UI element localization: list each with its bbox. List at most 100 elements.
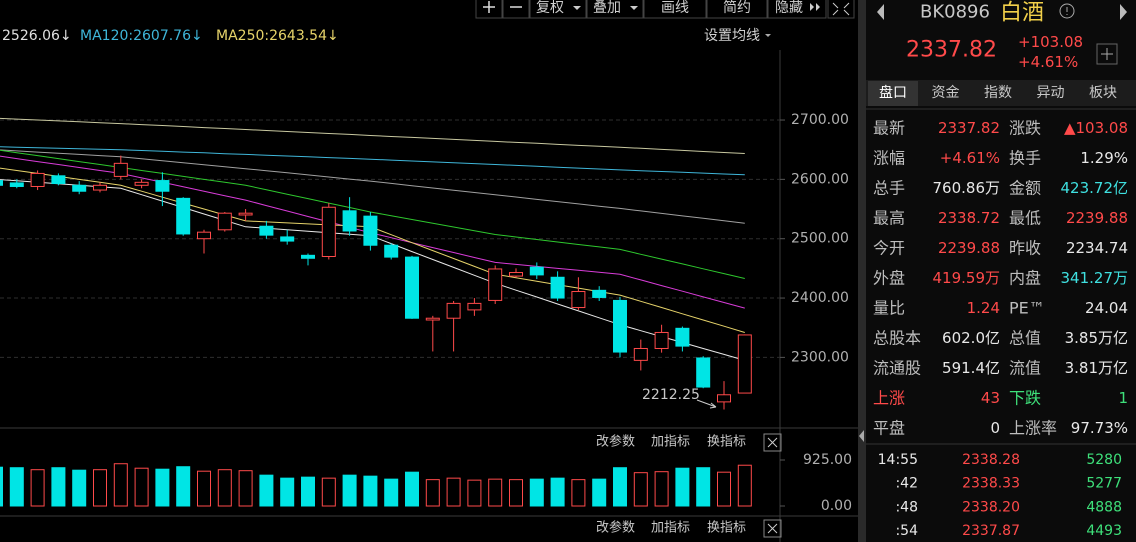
stat-label: 总股本 [873, 329, 921, 348]
volume-bar [529, 478, 544, 507]
ma-legend: MA250:2643.54↓ [216, 28, 339, 44]
toolbar-button[interactable] [643, 0, 707, 19]
y-tick-label: 925.00 [803, 452, 852, 468]
volume-bar [217, 469, 232, 507]
ma-settings[interactable]: 设置均线 [704, 28, 760, 44]
symbol-name: 白酒 [1000, 1, 1044, 26]
symbol-code: BK0896 [920, 2, 990, 23]
candle-body [384, 244, 399, 258]
close-panel-button[interactable] [763, 519, 782, 538]
stat-label: 今开 [873, 239, 905, 258]
stat-label: 换手 [1009, 149, 1041, 168]
tab[interactable]: 板块 [1089, 85, 1117, 101]
panel-button[interactable]: 换指标 [707, 521, 746, 536]
tab[interactable]: 盘口 [879, 84, 907, 101]
y-tick-label: 2300.00 [791, 349, 849, 365]
fullscreen-icon [832, 2, 850, 16]
y-tick-label: 2500.00 [791, 231, 849, 247]
volume-bar [259, 474, 274, 507]
volume-bar [446, 477, 461, 507]
stat-value: 3.85万亿 [1065, 329, 1128, 347]
trade-price: 2337.87 [962, 523, 1020, 539]
close-icon [767, 437, 778, 448]
volume-bar [571, 479, 586, 507]
stat-value: 1.29% [1080, 149, 1128, 167]
y-tick-label: 0.00 [821, 498, 852, 514]
candle-body [217, 212, 232, 231]
trade-volume: 4888 [1086, 499, 1122, 515]
info-icon[interactable] [1059, 3, 1075, 19]
prev-button[interactable] [877, 4, 884, 20]
stat-label: 总手 [873, 179, 905, 198]
stat-label: 流值 [1009, 359, 1041, 378]
volume-bar [467, 479, 482, 507]
stat-label: 上涨 [873, 389, 905, 408]
toolbar-label: 简约 [723, 0, 751, 16]
candle-body [72, 184, 87, 192]
candle-body [30, 172, 45, 187]
trade-price: 2338.28 [962, 452, 1020, 468]
volume-bar [238, 470, 253, 507]
panel-button[interactable]: 加指标 [651, 521, 690, 536]
candle-body [93, 184, 107, 191]
stat-value: 24.04 [1085, 299, 1128, 317]
splitter[interactable] [858, 0, 866, 542]
collapse-icon [810, 3, 820, 11]
volume-bar [696, 467, 711, 507]
stat-value: 2239.88 [938, 239, 1000, 257]
toolbar-button[interactable] [529, 0, 587, 19]
stat-label: 昨收 [1009, 239, 1041, 258]
toolbar-label: 画线 [661, 0, 689, 16]
stat-value: 2338.72 [938, 209, 1000, 227]
next-button[interactable] [1120, 4, 1127, 20]
close-icon [767, 523, 778, 534]
toolbar-button[interactable] [586, 0, 644, 19]
candle-body [654, 331, 669, 349]
volume-bar [197, 470, 211, 507]
panel-button[interactable]: 换指标 [707, 435, 746, 450]
candle-body [696, 357, 711, 388]
stat-value: 2234.74 [1066, 239, 1128, 257]
zoom-out-button[interactable] [502, 0, 530, 19]
candle-body [529, 266, 544, 276]
trade-volume: 5280 [1086, 452, 1122, 468]
stat-value: ▲103.08 [1064, 119, 1128, 137]
volume-bar [633, 472, 648, 507]
stat-value: 3.81万亿 [1065, 359, 1128, 377]
toolbar [475, 0, 855, 19]
volume-bar [425, 479, 440, 507]
price-change-pct: +4.61% [1018, 53, 1078, 71]
candle-body [550, 276, 565, 299]
candle-body [425, 317, 440, 321]
candle-body [51, 175, 66, 185]
candle-body [238, 212, 253, 216]
stat-value: +4.61% [940, 149, 1000, 167]
fullscreen-button[interactable] [827, 0, 855, 19]
last-price: 2337.82 [906, 38, 997, 63]
stat-value: 760.86万 [933, 179, 1001, 197]
toolbar-button[interactable] [767, 0, 827, 19]
toolbar-button[interactable] [706, 0, 768, 19]
trade-time: :48 [895, 499, 918, 515]
active-tab-bg [868, 81, 918, 106]
candle-body [301, 254, 315, 259]
stat-label: 总值 [1009, 329, 1041, 348]
tab[interactable]: 指数 [984, 85, 1012, 101]
stat-value: 602.0亿 [942, 329, 1000, 347]
zoom-icons [483, 1, 522, 13]
panel-button[interactable]: 改参数 [596, 434, 635, 450]
candle-body [613, 299, 627, 353]
tab[interactable]: 异动 [1037, 85, 1065, 101]
volume-bar [384, 478, 399, 507]
panel-button[interactable]: 加指标 [651, 435, 690, 450]
zoom-in-button[interactable] [475, 0, 503, 19]
stat-label: 最高 [873, 209, 905, 228]
volume-bar [9, 467, 24, 507]
close-panel-button[interactable] [763, 433, 782, 452]
panel-button[interactable]: 改参数 [596, 520, 635, 536]
add-watchlist-button[interactable] [1096, 43, 1118, 65]
volume-bar [51, 467, 66, 507]
tab[interactable]: 资金 [932, 85, 960, 101]
annotation-arrow [696, 399, 717, 409]
